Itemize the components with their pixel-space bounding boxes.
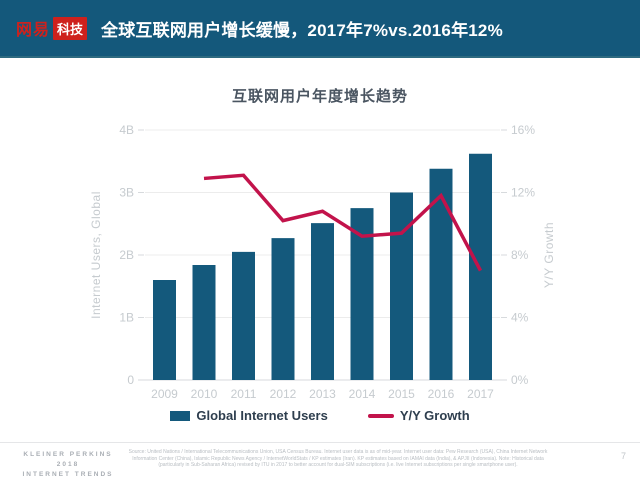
bar-2012 <box>271 238 295 380</box>
year-label: 2011 <box>231 387 257 401</box>
bar-2010 <box>192 265 216 380</box>
right-axis-tick-label: 0% <box>511 373 529 387</box>
year-label: 2016 <box>428 387 455 401</box>
legend-label: Y/Y Growth <box>399 408 470 423</box>
page-number: 7 <box>620 451 626 461</box>
right-axis-tick-label: 12% <box>511 186 535 200</box>
legend-item-global-internet-users: Global Internet Users <box>170 408 328 423</box>
bar-2009 <box>153 280 176 380</box>
right-axis-tick-label: 16% <box>511 123 535 137</box>
year-label: 2013 <box>309 387 336 401</box>
chart-legend: Global Internet Users Y/Y Growth <box>0 408 640 423</box>
line-swatch <box>367 413 394 418</box>
left-axis-title: Internet Users, Global <box>89 191 103 319</box>
logo-sub-badge: 科技 <box>53 16 88 40</box>
left-axis-tick-label: 4B <box>119 123 134 137</box>
left-axis-tick-label: 3B <box>119 186 134 200</box>
kleiner-perkins-brand: KLEINER PERKINS 2018 INTERNET TRENDS <box>16 450 120 480</box>
year-label: 2009 <box>151 387 178 401</box>
footer-divider <box>0 442 640 443</box>
bar-2011 <box>232 251 255 380</box>
source-note: Source: United Nations / International T… <box>128 449 548 469</box>
bar-2014 <box>350 208 374 380</box>
year-label: 2014 <box>349 387 376 401</box>
yy-growth-line <box>203 173 483 272</box>
year-label: 2012 <box>270 387 297 401</box>
netease-tech-logo: 网易 科技 <box>16 16 88 40</box>
left-axis-tick-label: 0 <box>127 373 134 387</box>
bar-swatch <box>170 410 191 421</box>
chart-title: 互联网用户年度增长趋势 <box>231 88 408 105</box>
year-label: 2017 <box>467 387 494 401</box>
logo-brand-text: 网易 <box>16 22 51 39</box>
header-bar: 网易 科技 全球互联网用户增长缓慢，2017年7%vs.2016年12% <box>0 0 640 58</box>
brand-line: KLEINER PERKINS <box>23 451 113 458</box>
right-axis-tick-label: 4% <box>511 311 529 325</box>
legend-label: Global Internet Users <box>196 408 328 423</box>
left-axis-tick-label: 2B <box>119 248 134 262</box>
right-axis-title: Y/Y Growth <box>542 222 556 288</box>
bar-2016 <box>429 168 453 380</box>
brand-line: INTERNET TRENDS <box>22 471 114 479</box>
left-axis-tick-label: 1B <box>119 311 134 325</box>
legend-item-yy-growth: Y/Y Growth <box>367 408 470 423</box>
right-axis-tick-label: 8% <box>511 248 529 262</box>
bar-2013 <box>311 223 334 380</box>
year-label: 2010 <box>191 387 218 401</box>
year-label: 2015 <box>388 387 415 401</box>
slide-headline: 全球互联网用户增长缓慢，2017年7%vs.2016年12% <box>101 20 503 40</box>
internet-users-growth-chart: 0 1B 2B 3B 4B 0% 4% 8% 12% 16% 2009 2010 2011 2012 201… <box>89 123 556 401</box>
brand-line: 2018 <box>56 461 80 469</box>
bar-2015 <box>390 192 413 380</box>
